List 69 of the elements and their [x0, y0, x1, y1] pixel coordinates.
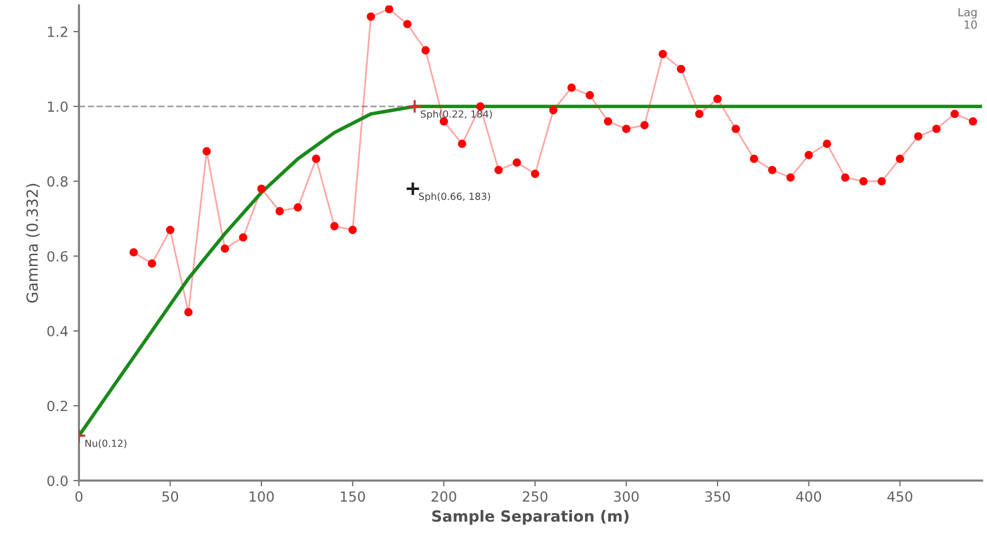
- x-tick-label: 400: [796, 491, 822, 502]
- x-tick-label: 100: [250, 491, 274, 502]
- x-tick-label: 150: [340, 491, 365, 502]
- point: [220, 244, 230, 253]
- point: [348, 226, 357, 234]
- point: [750, 154, 758, 163]
- point: [458, 140, 466, 148]
- point: [878, 177, 886, 186]
- point: [403, 20, 412, 28]
- point: [695, 110, 704, 118]
- point: [238, 233, 248, 242]
- y-axis-title: Gamma (0.332): [26, 184, 40, 303]
- annotation: Sph(0.22, 184): [420, 110, 492, 120]
- x-tick-label: 350: [705, 491, 730, 502]
- point: [366, 12, 376, 21]
- point: [567, 84, 576, 92]
- point: [932, 124, 941, 134]
- point: [859, 177, 868, 186]
- point: [312, 154, 320, 163]
- y-tick-label: 0.6: [47, 251, 68, 262]
- point: [494, 166, 503, 174]
- x-tick-label: 250: [522, 491, 548, 502]
- point: [512, 158, 521, 167]
- point: [405, 181, 420, 196]
- point: [768, 166, 776, 174]
- x-axis-title: Sample Separation (m): [432, 510, 629, 525]
- point: [275, 207, 284, 216]
- point: [640, 120, 649, 130]
- point: [257, 184, 266, 193]
- point: [421, 46, 430, 54]
- point: [184, 308, 193, 316]
- point: [786, 173, 795, 182]
- y-tick-label: 0.8: [47, 176, 68, 187]
- y-tick-label: 1.0: [48, 101, 68, 112]
- point: [676, 64, 686, 74]
- annotation: Lag 10: [958, 8, 977, 29]
- x-tick-label: 0: [75, 491, 82, 502]
- point: [202, 147, 211, 156]
- point: [914, 132, 922, 141]
- point: [822, 140, 832, 148]
- x-tick-label: 50: [162, 491, 178, 502]
- y-tick-label: 1.2: [48, 26, 68, 37]
- point: [896, 154, 904, 163]
- y-tick-label: 0.0: [47, 476, 68, 486]
- point: [549, 106, 558, 114]
- point: [130, 248, 138, 257]
- point: [294, 203, 302, 212]
- point: [713, 94, 722, 104]
- point: [166, 226, 174, 234]
- point: [586, 91, 594, 100]
- x-tick-label: 450: [887, 491, 912, 502]
- point: [968, 117, 978, 126]
- point: [384, 5, 394, 14]
- x-tick-label: 200: [432, 491, 456, 502]
- series-label: Sph(0.66, 183): [419, 192, 490, 202]
- point: [804, 150, 813, 160]
- x-tick-label: 300: [614, 491, 639, 502]
- y-tick-label: 0.2: [47, 400, 68, 412]
- point: [622, 124, 630, 134]
- point: [330, 222, 339, 230]
- point: [530, 170, 540, 178]
- point: [604, 117, 612, 126]
- point: [841, 173, 850, 182]
- point: [950, 110, 959, 118]
- point: [148, 259, 156, 268]
- point: [658, 50, 667, 58]
- point: [732, 124, 740, 134]
- annotation: Nu(0.12): [85, 439, 126, 448]
- y-tick-label: 0.4: [47, 326, 68, 336]
